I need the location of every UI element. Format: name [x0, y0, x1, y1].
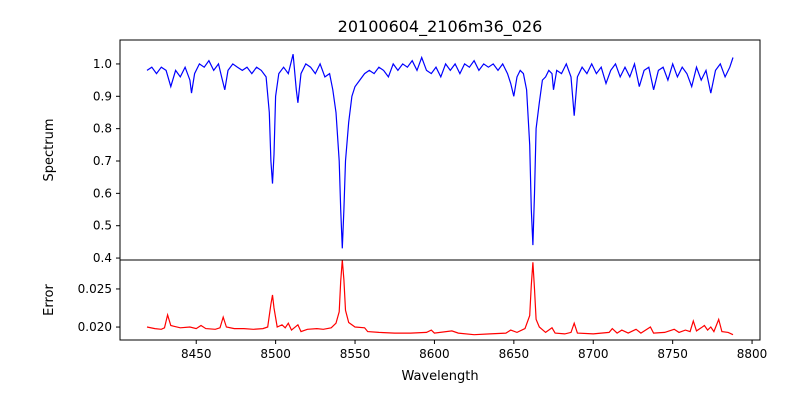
y-tick-label: 0.7	[93, 154, 112, 168]
y-tick-label: 0.5	[93, 219, 112, 233]
x-tick-label: 8600	[419, 347, 450, 361]
x-tick-label: 8550	[340, 347, 371, 361]
error-line	[146, 259, 734, 336]
y-tick-label: 0.9	[93, 89, 112, 103]
x-tick-label: 8800	[737, 347, 768, 361]
chart-title: 20100604_2106m36_026	[338, 17, 543, 37]
x-tick-label: 8750	[657, 347, 688, 361]
x-tick-label: 8500	[260, 347, 291, 361]
x-tick-label: 8700	[578, 347, 609, 361]
x-tick-label: 8450	[181, 347, 212, 361]
y-tick-label: 0.020	[78, 320, 112, 334]
y-tick-label: 0.6	[93, 186, 112, 200]
spectrum-axes-frame	[119, 39, 761, 261]
y-tick-label: 0.025	[78, 282, 112, 296]
y-label-error: Error	[42, 284, 57, 316]
spectrum-line	[146, 54, 734, 249]
y-tick-label: 0.4	[93, 251, 112, 265]
x-tick-label: 8650	[499, 347, 530, 361]
y-tick-label: 1.0	[93, 57, 112, 71]
y-label-spectrum: Spectrum	[42, 119, 57, 182]
x-label: Wavelength	[401, 369, 478, 384]
y-tick-label: 0.8	[93, 122, 112, 136]
error-axes-frame	[119, 259, 761, 341]
